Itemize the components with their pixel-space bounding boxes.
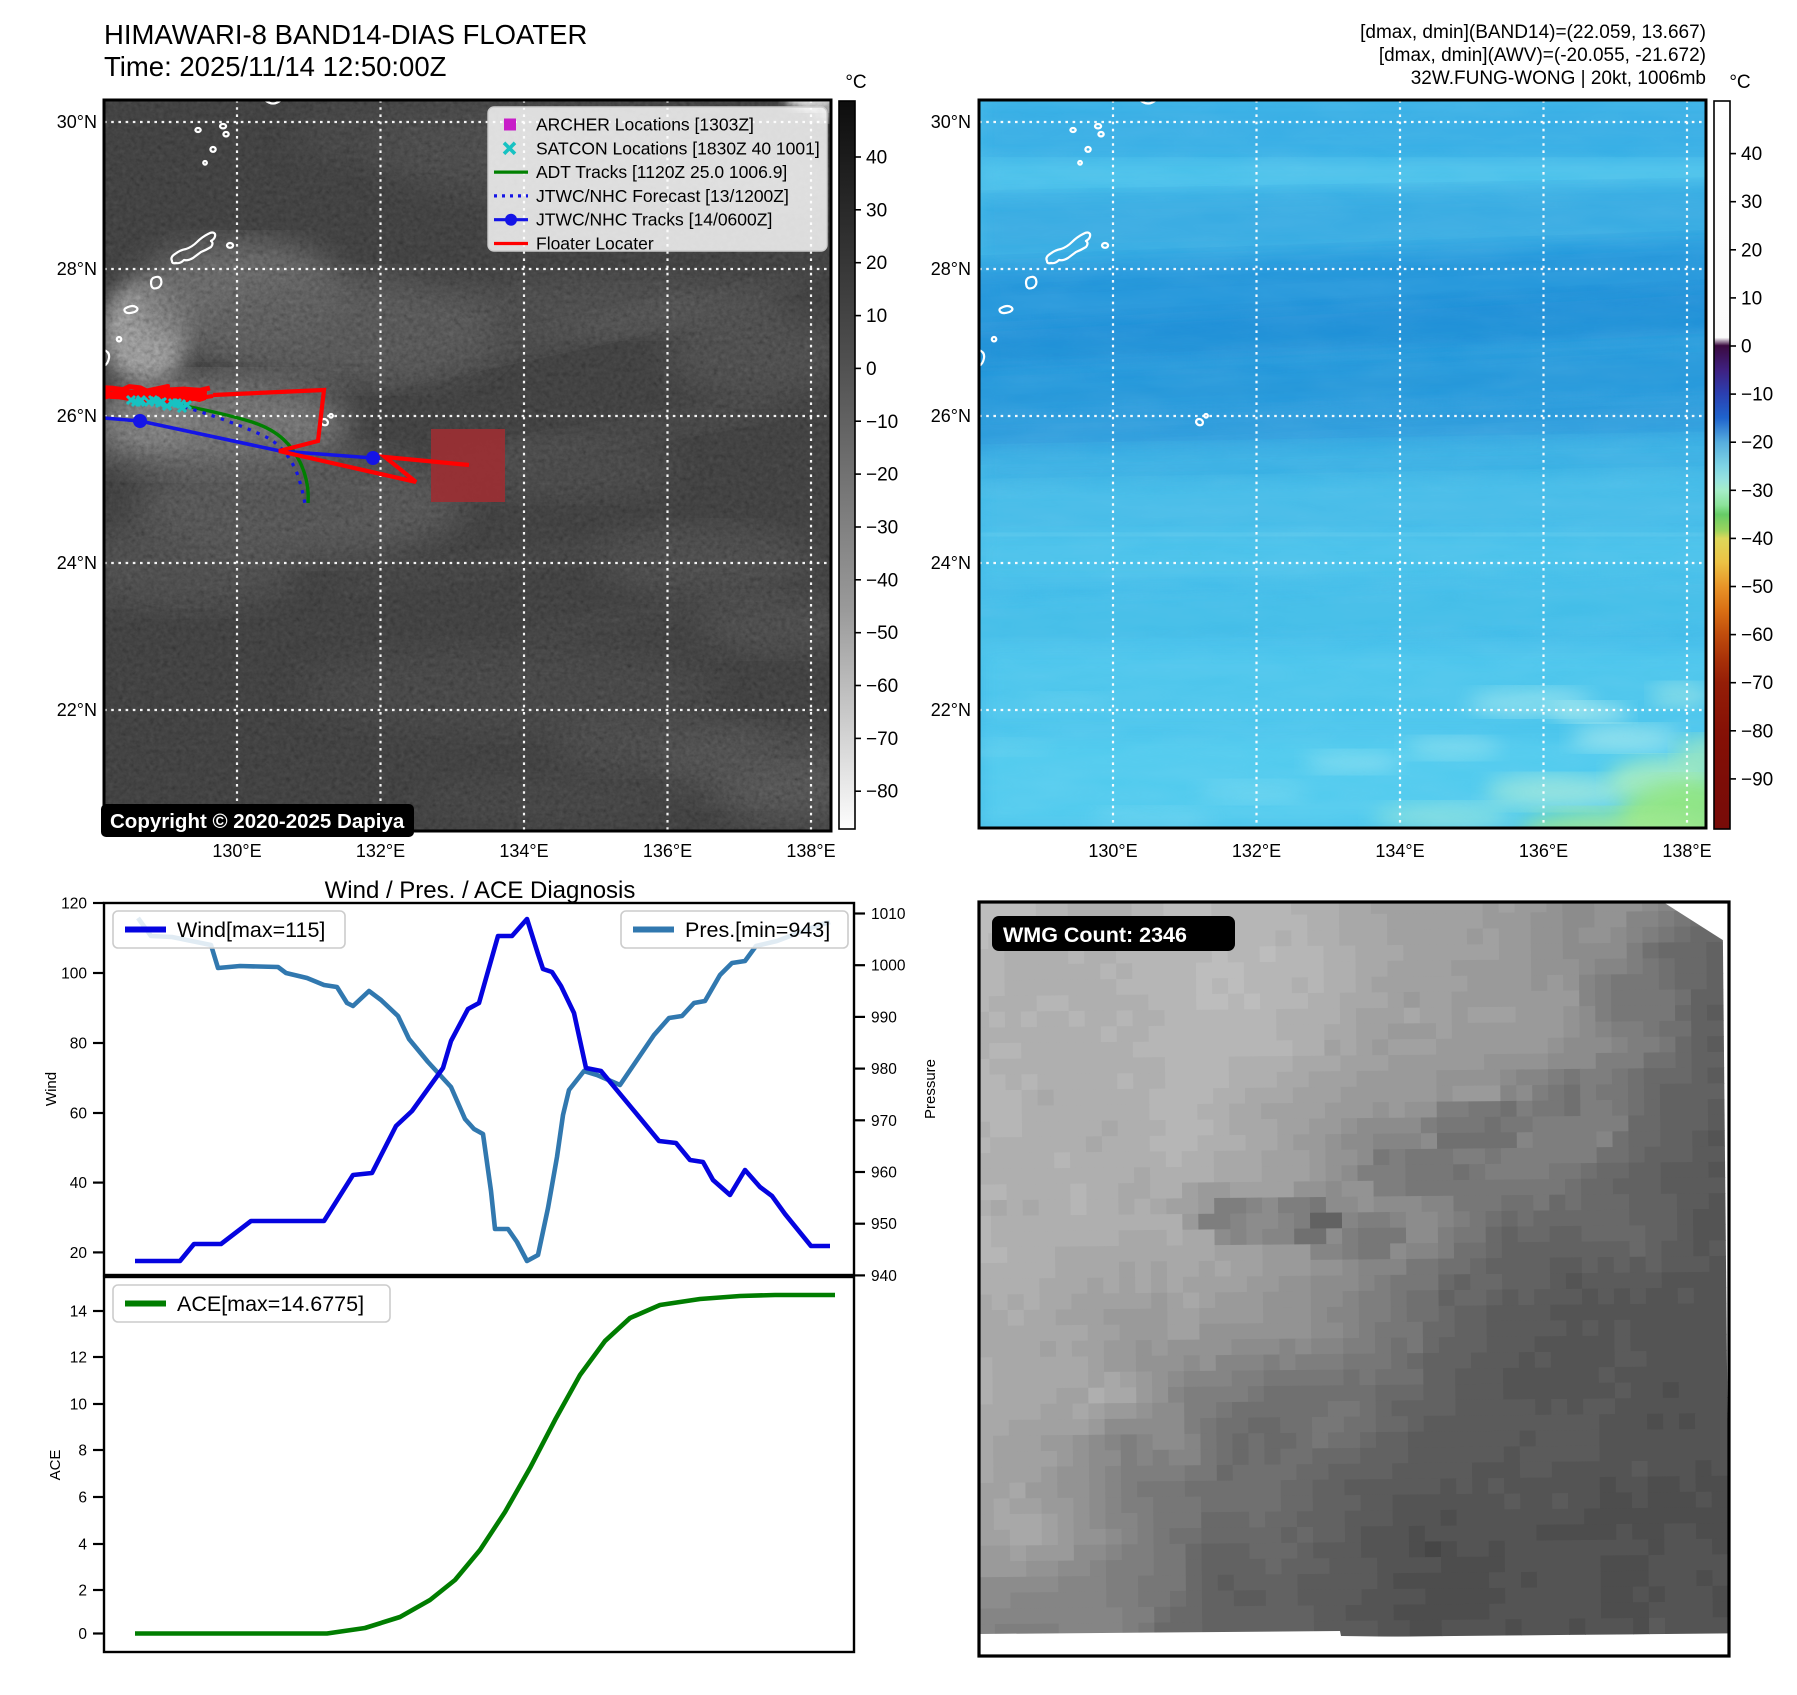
svg-text:1000: 1000: [871, 958, 906, 975]
svg-text:32W.FUNG-WONG | 20kt, 1006mb: 32W.FUNG-WONG | 20kt, 1006mb: [1411, 68, 1706, 89]
svg-text:130°E: 130°E: [1088, 841, 1137, 861]
svg-text:30: 30: [1741, 192, 1762, 213]
svg-text:JTWC/NHC Forecast [13/1200Z]: JTWC/NHC Forecast [13/1200Z]: [536, 186, 789, 206]
svg-text:80: 80: [70, 1036, 88, 1053]
svg-text:28°N: 28°N: [57, 259, 97, 279]
svg-text:−70: −70: [866, 729, 898, 750]
svg-text:132°E: 132°E: [1232, 841, 1281, 861]
svg-text:[dmax, dmin](BAND14)=(22.059,: [dmax, dmin](BAND14)=(22.059, 13.667): [1360, 22, 1706, 43]
svg-text:6: 6: [78, 1490, 87, 1507]
svg-text:136°E: 136°E: [1519, 841, 1568, 861]
svg-text:14: 14: [70, 1304, 88, 1321]
svg-text:138°E: 138°E: [1662, 841, 1711, 861]
svg-text:Wind / Pres. / ACE Diagnosis: Wind / Pres. / ACE Diagnosis: [325, 877, 636, 904]
svg-text:Copyright © 2020-2025 Dapiya: Copyright © 2020-2025 Dapiya: [110, 810, 405, 833]
svg-text:°C: °C: [845, 72, 866, 93]
svg-text:Pres.[min=943]: Pres.[min=943]: [685, 918, 830, 942]
svg-text:130°E: 130°E: [212, 841, 261, 861]
svg-text:0: 0: [78, 1626, 87, 1643]
svg-text:0: 0: [866, 359, 877, 380]
svg-text:Wind[max=115]: Wind[max=115]: [177, 918, 325, 942]
svg-text:10: 10: [1741, 288, 1762, 309]
svg-text:26°N: 26°N: [931, 406, 971, 426]
svg-text:10: 10: [866, 306, 887, 327]
svg-text:8: 8: [78, 1443, 87, 1460]
svg-text:20: 20: [866, 253, 887, 274]
svg-text:22°N: 22°N: [931, 700, 971, 720]
svg-text:980: 980: [871, 1061, 897, 1078]
svg-text:ADT Tracks [1120Z 25.0 1006.9]: ADT Tracks [1120Z 25.0 1006.9]: [536, 162, 787, 182]
svg-text:20: 20: [1741, 240, 1762, 261]
svg-text:10: 10: [70, 1397, 88, 1414]
svg-text:0: 0: [1741, 337, 1752, 358]
svg-text:940: 940: [871, 1268, 897, 1285]
svg-text:100: 100: [61, 966, 87, 983]
svg-text:Floater Locater: Floater Locater: [536, 234, 654, 254]
svg-text:−50: −50: [1741, 577, 1773, 598]
svg-text:ACE[max=14.6775]: ACE[max=14.6775]: [177, 1292, 364, 1316]
svg-text:−20: −20: [866, 465, 898, 486]
svg-text:2: 2: [78, 1583, 87, 1600]
svg-text:22°N: 22°N: [57, 700, 97, 720]
svg-text:120: 120: [61, 896, 87, 913]
svg-text:30°N: 30°N: [57, 112, 97, 132]
svg-text:30°N: 30°N: [931, 112, 971, 132]
svg-text:28°N: 28°N: [931, 259, 971, 279]
svg-text:40: 40: [1741, 144, 1762, 165]
svg-text:−40: −40: [866, 570, 898, 591]
svg-text:24°N: 24°N: [931, 553, 971, 573]
svg-text:−50: −50: [866, 623, 898, 644]
svg-text:−20: −20: [1741, 433, 1773, 454]
svg-text:−90: −90: [1741, 769, 1773, 790]
svg-text:SATCON Locations [1830Z 40 100: SATCON Locations [1830Z 40 1001]: [536, 138, 820, 158]
svg-text:960: 960: [871, 1165, 897, 1182]
svg-text:ACE: ACE: [47, 1450, 64, 1481]
svg-text:−60: −60: [1741, 625, 1773, 646]
svg-text:134°E: 134°E: [499, 841, 548, 861]
svg-text:26°N: 26°N: [57, 406, 97, 426]
svg-text:−10: −10: [866, 412, 898, 433]
svg-text:−40: −40: [1741, 529, 1773, 550]
svg-text:Time: 2025/11/14 12:50:00Z: Time: 2025/11/14 12:50:00Z: [104, 51, 446, 82]
svg-text:24°N: 24°N: [57, 553, 97, 573]
svg-text:−60: −60: [866, 676, 898, 697]
svg-text:Wind: Wind: [43, 1072, 60, 1106]
svg-text:−80: −80: [1741, 721, 1773, 742]
svg-text:60: 60: [70, 1106, 88, 1123]
svg-text:40: 40: [70, 1175, 88, 1192]
svg-text:−30: −30: [866, 518, 898, 539]
svg-text:−70: −70: [1741, 673, 1773, 694]
svg-text:132°E: 132°E: [356, 841, 405, 861]
svg-text:WMG Count: 2346: WMG Count: 2346: [1003, 923, 1187, 947]
svg-text:1010: 1010: [871, 906, 906, 923]
svg-text:136°E: 136°E: [643, 841, 692, 861]
svg-text:−80: −80: [866, 782, 898, 803]
svg-text:950: 950: [871, 1216, 897, 1233]
svg-text:−30: −30: [1741, 481, 1773, 502]
svg-text:20: 20: [70, 1245, 88, 1262]
svg-text:970: 970: [871, 1113, 897, 1130]
svg-text:°C: °C: [1729, 72, 1750, 93]
svg-text:4: 4: [78, 1537, 87, 1554]
svg-text:Pressure: Pressure: [922, 1059, 939, 1119]
svg-text:ARCHER Locations [1303Z]: ARCHER Locations [1303Z]: [536, 115, 754, 135]
svg-text:990: 990: [871, 1009, 897, 1026]
svg-text:30: 30: [866, 200, 887, 221]
svg-text:138°E: 138°E: [786, 841, 835, 861]
svg-text:[dmax, dmin](AWV)=(-20.055, -2: [dmax, dmin](AWV)=(-20.055, -21.672): [1379, 45, 1706, 66]
svg-text:−10: −10: [1741, 385, 1773, 406]
svg-text:JTWC/NHC Tracks [14/0600Z]: JTWC/NHC Tracks [14/0600Z]: [536, 210, 772, 230]
svg-text:HIMAWARI-8 BAND14-DIAS FLOATER: HIMAWARI-8 BAND14-DIAS FLOATER: [104, 19, 587, 50]
svg-text:134°E: 134°E: [1375, 841, 1424, 861]
svg-text:40: 40: [866, 148, 887, 169]
svg-text:12: 12: [70, 1350, 87, 1367]
